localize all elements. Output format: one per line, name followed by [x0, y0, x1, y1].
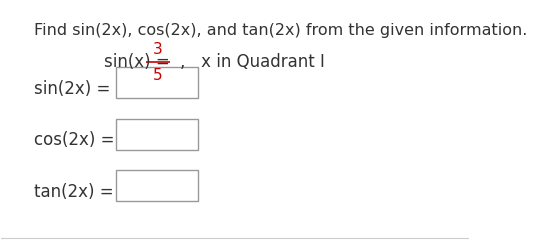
Text: 5: 5 [153, 68, 163, 83]
Text: sin(x) =: sin(x) = [104, 53, 175, 71]
Text: sin(2x) =: sin(2x) = [34, 80, 110, 98]
Text: cos(2x) =: cos(2x) = [34, 131, 115, 149]
Text: tan(2x) =: tan(2x) = [34, 182, 114, 201]
Text: 3: 3 [153, 42, 163, 57]
FancyBboxPatch shape [116, 67, 198, 98]
Text: ,   x in Quadrant I: , x in Quadrant I [180, 53, 325, 71]
Text: Find sin(2x), cos(2x), and tan(2x) from the given information.: Find sin(2x), cos(2x), and tan(2x) from … [34, 23, 528, 38]
FancyBboxPatch shape [116, 119, 198, 150]
FancyBboxPatch shape [116, 170, 198, 201]
